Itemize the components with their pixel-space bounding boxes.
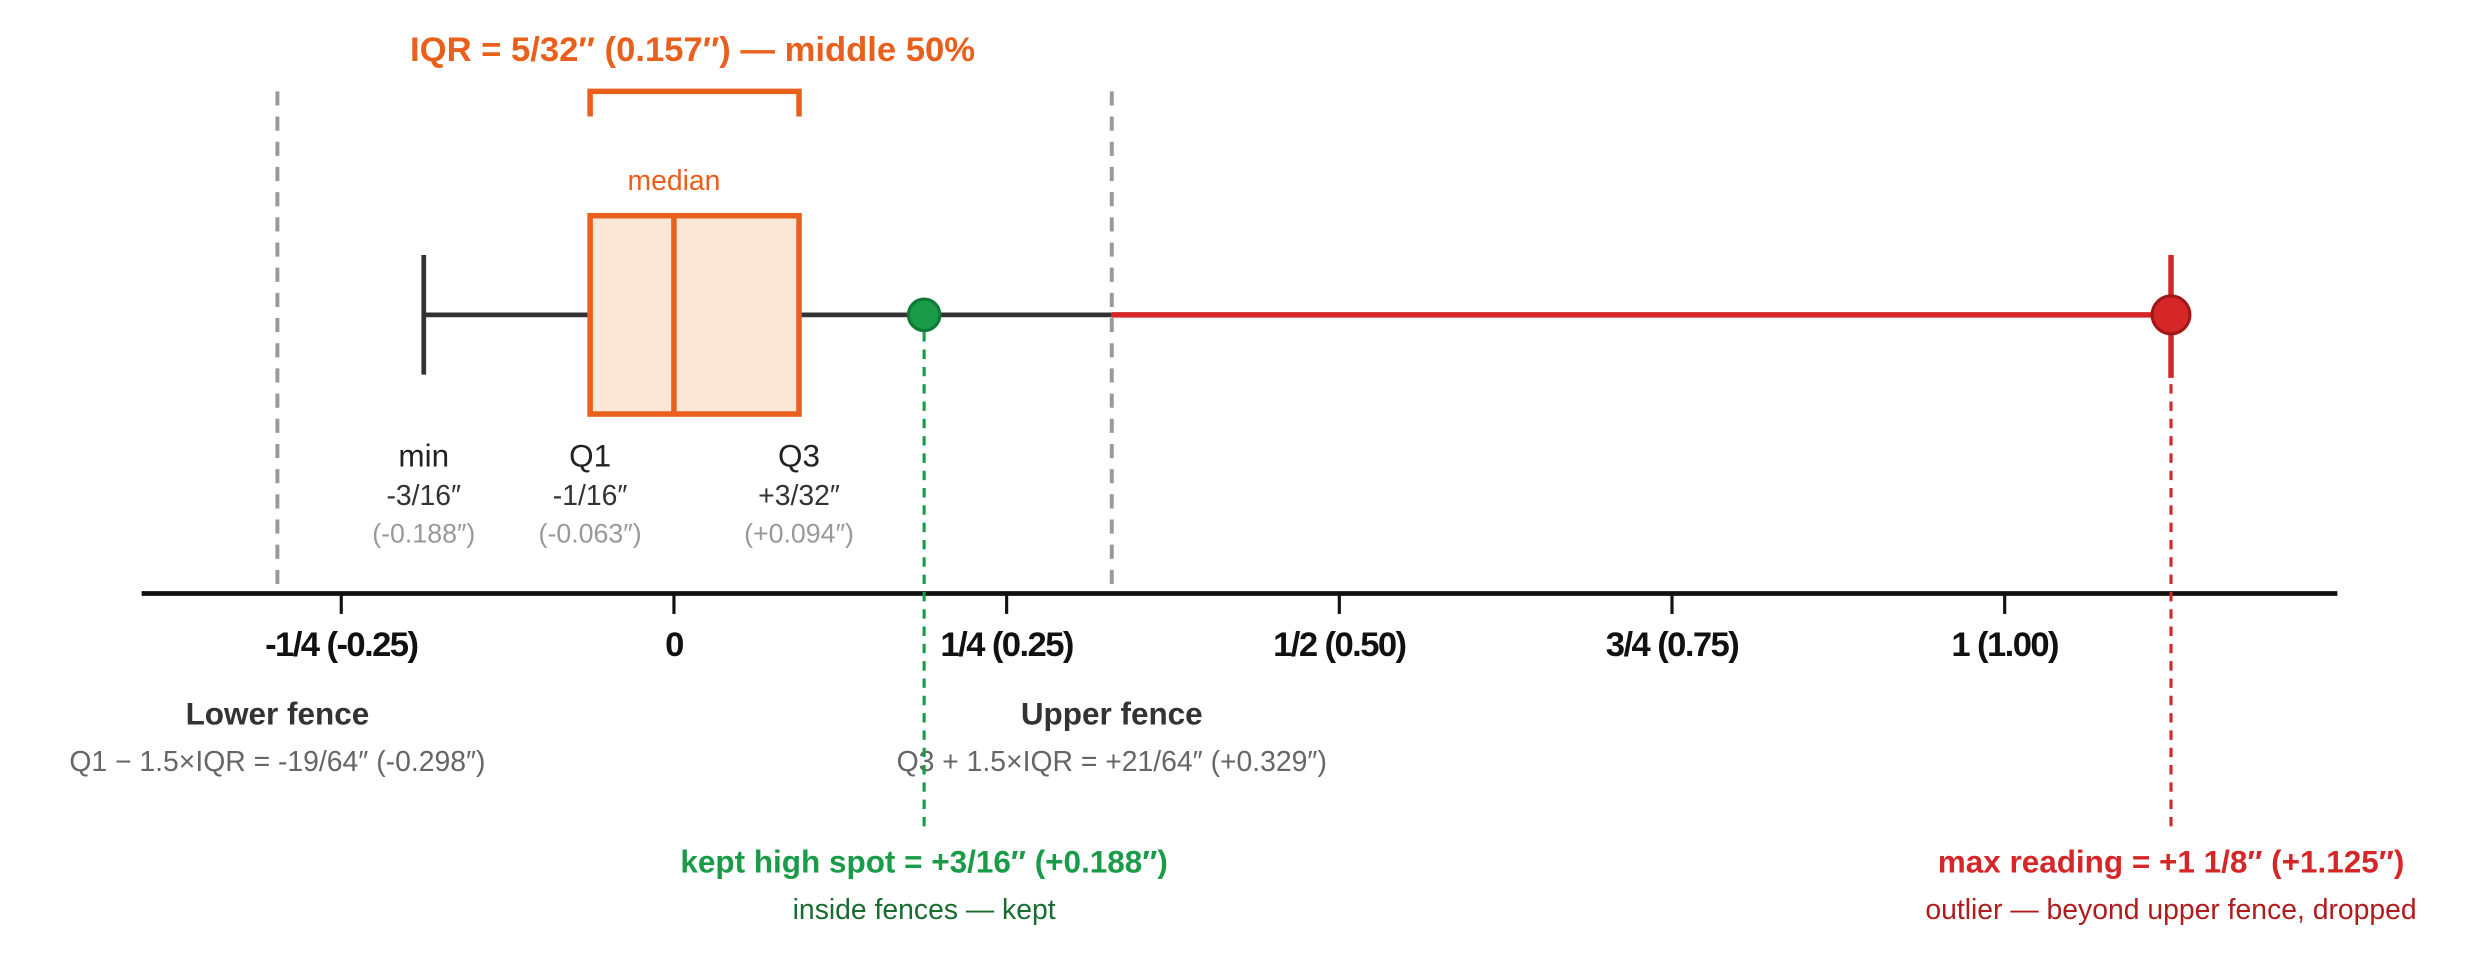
fence-name: Upper fence (1021, 697, 1203, 732)
stat-fraction: -1/16″ (553, 480, 628, 512)
x-tick-label: 1/4 (0.25) (940, 626, 1072, 664)
x-tick-label: 0 (665, 626, 683, 664)
stat-name: min (398, 438, 449, 473)
iqr-box (587, 212, 802, 417)
point (906, 297, 942, 333)
point-label: kept high spot = +3/16″ (+0.188″) (680, 845, 1168, 880)
x-tick-label: -1/4 (-0.25) (265, 626, 417, 664)
stat-decimal: (-0.188″) (372, 518, 475, 548)
stat-name: Q3 (778, 438, 820, 473)
fence-formula: Q1 − 1.5×IQR = -19/64″ (-0.298″) (69, 746, 485, 778)
point-label: max reading = +1 1/8″ (+1.125″) (1938, 845, 2405, 880)
iqr-bracket (587, 88, 802, 117)
stat-fraction: -3/16″ (386, 480, 461, 512)
x-tick-label: 3/4 (0.75) (1606, 626, 1738, 664)
median-label: median (627, 165, 720, 197)
fence-name: Lower fence (186, 697, 370, 732)
point (2150, 294, 2192, 336)
x-tick-label: 1/2 (0.50) (1273, 626, 1405, 664)
fence-formula: Q3 + 1.5×IQR = +21/64″ (+0.329″) (897, 746, 1327, 778)
x-tick-label: 1 (1.00) (1951, 626, 2058, 664)
point-note: inside fences — kept (793, 894, 1056, 926)
stat-decimal: (-0.063″) (539, 518, 642, 548)
chart-title: IQR = 5/32″ (0.157″) — middle 50% (410, 31, 975, 69)
stat-decimal: (+0.094″) (744, 518, 854, 548)
stat-fraction: +3/32″ (758, 480, 840, 512)
point-note: outlier — beyond upper fence, dropped (1925, 894, 2416, 926)
stat-name: Q1 (569, 438, 611, 473)
